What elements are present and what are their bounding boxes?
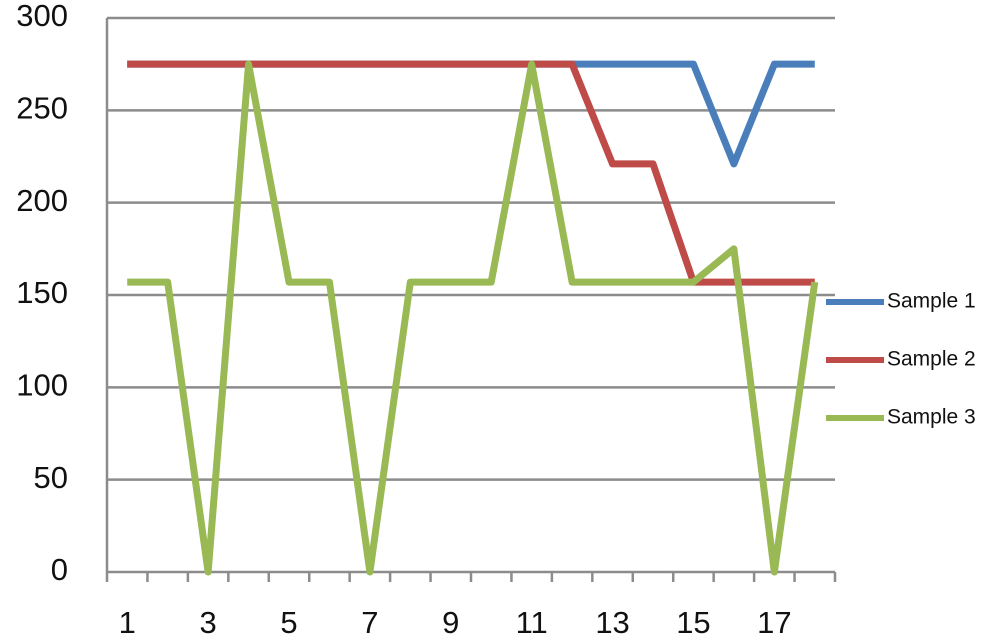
legend-label: Sample 3 [887,406,976,429]
x-tick-label: 15 [676,605,710,640]
y-tick-label: 100 [16,368,68,403]
y-tick-label: 300 [16,0,68,33]
series-line [127,60,815,168]
legend-label: Sample 1 [887,290,976,313]
x-tick-label: 9 [442,605,459,640]
x-tick-label: 3 [199,605,216,640]
x-tick-label: 1 [119,605,136,640]
y-tick-label: 50 [34,460,68,495]
y-tick-label: 150 [16,275,68,310]
series-line [127,60,815,286]
x-tick-label: 5 [280,605,297,640]
x-tick-label: 11 [516,605,548,640]
y-tick-label: 200 [16,183,68,218]
legend-label: Sample 2 [887,348,976,371]
x-tick-label: 17 [757,605,791,640]
x-tick-label: 13 [595,605,629,640]
series-line [127,60,819,576]
y-tick-label: 0 [51,552,68,587]
y-tick-label: 250 [16,91,68,126]
x-tick-label: 7 [361,605,378,640]
